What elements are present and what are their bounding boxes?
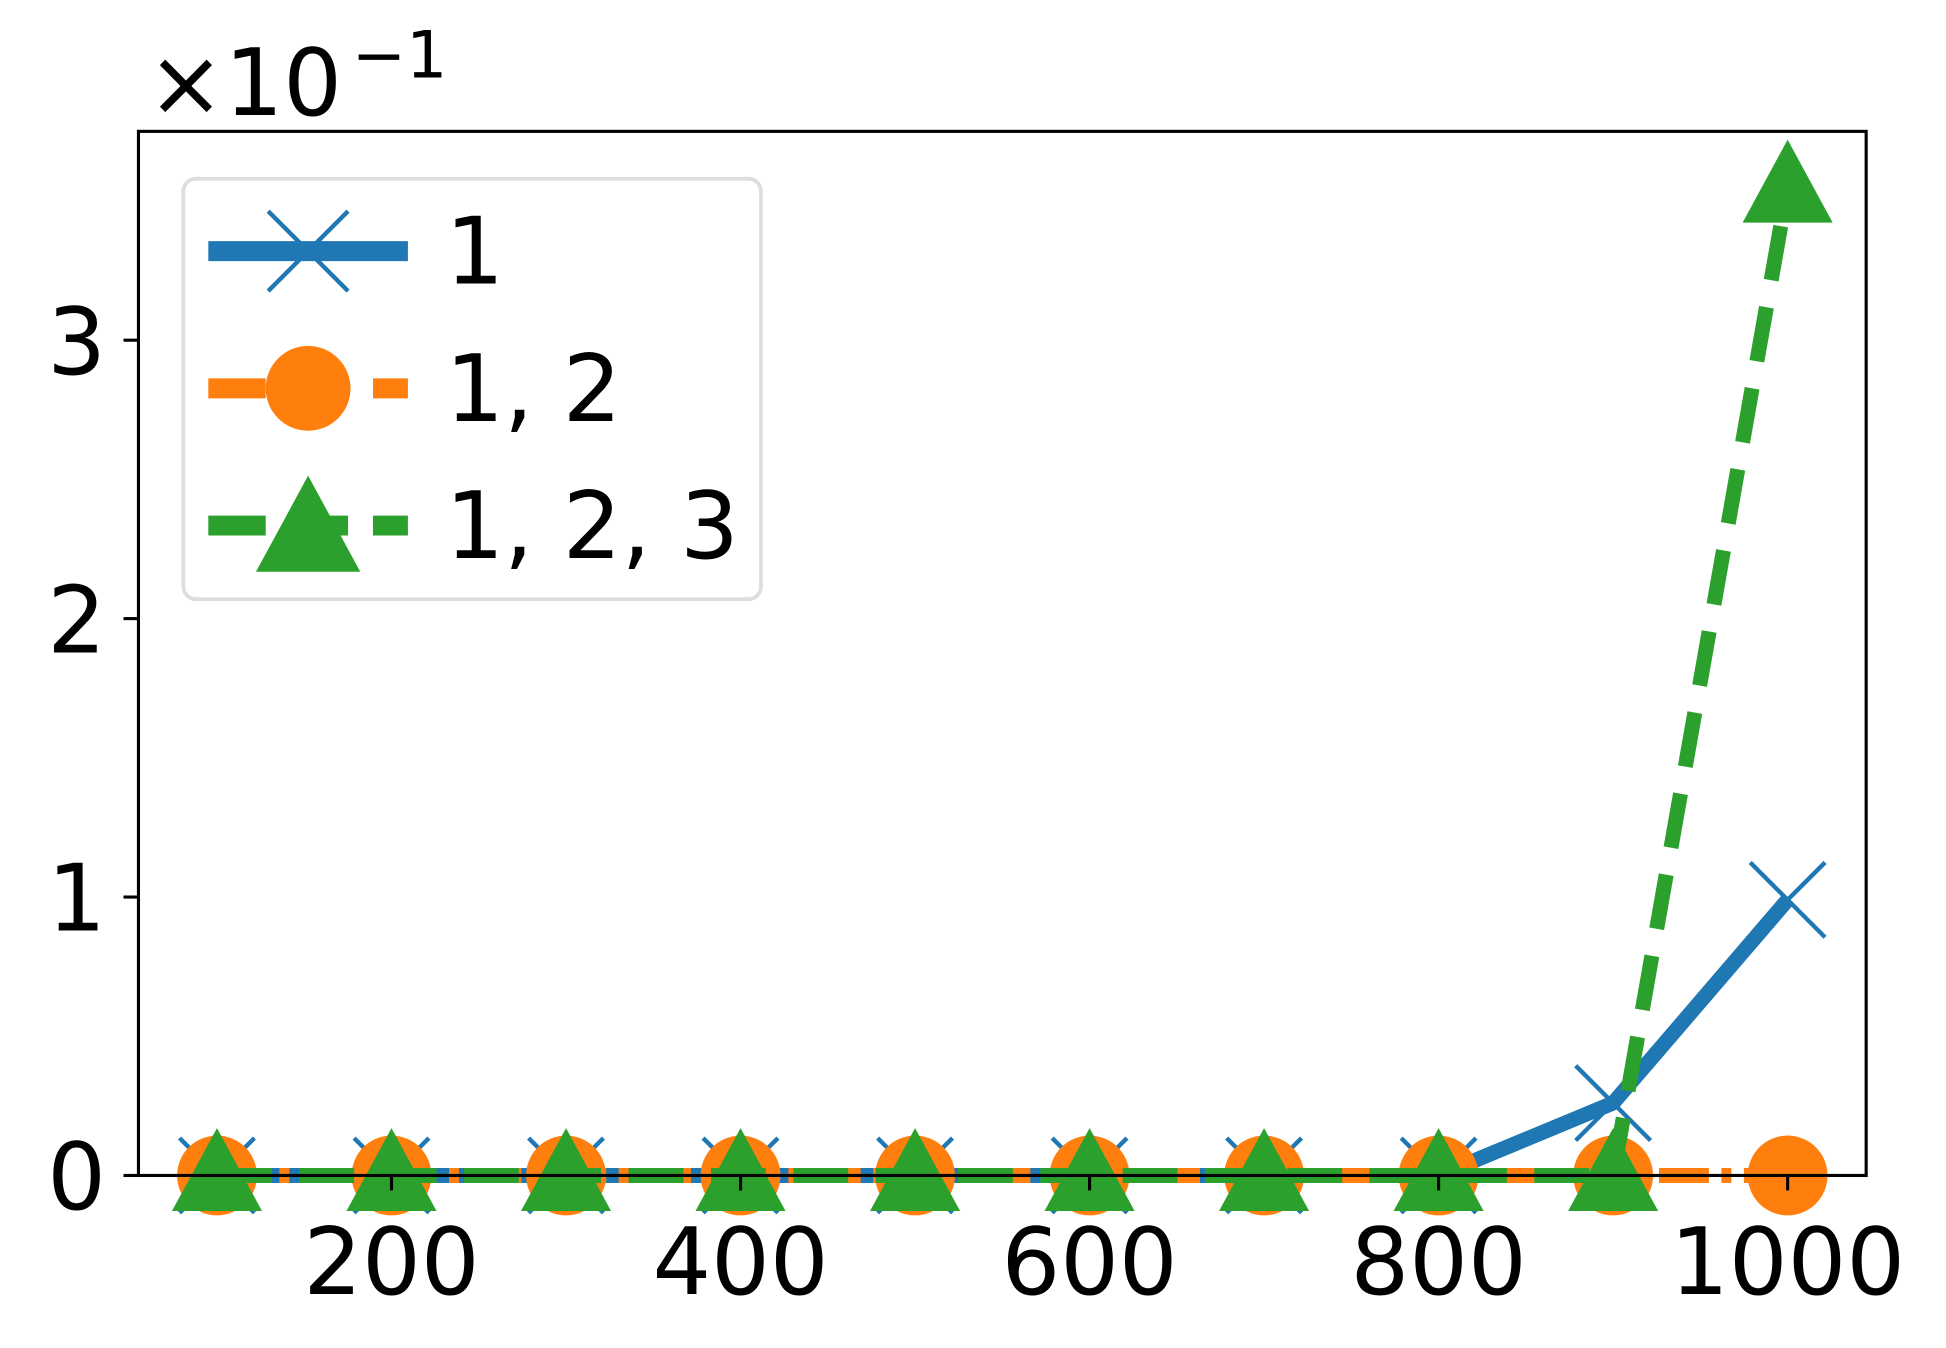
marker-triangle xyxy=(870,1128,961,1212)
axes-frame xyxy=(136,129,1868,1178)
series-line xyxy=(216,894,1794,1183)
marker-triangle xyxy=(1219,1128,1310,1212)
marker-triangle xyxy=(520,1128,612,1212)
y-tick-label: 1 xyxy=(47,845,106,953)
y-scale-base: ×10 xyxy=(147,29,342,137)
marker-triangle xyxy=(255,475,361,572)
marker-triangle xyxy=(1742,139,1833,223)
marker-triangle xyxy=(1393,1128,1484,1212)
marker-triangle xyxy=(346,1128,437,1212)
x-tick-label: 400 xyxy=(652,1208,828,1316)
legend-label: 1, 2, 3 xyxy=(445,472,739,580)
y-scale-exponent: −1 xyxy=(352,19,448,94)
x-tick-label: 800 xyxy=(1351,1208,1527,1316)
marker-triangle xyxy=(695,1128,786,1212)
marker-circle xyxy=(265,345,351,431)
x-tick-label: 200 xyxy=(303,1208,479,1316)
legend-box xyxy=(181,176,763,602)
x-tick-label: 600 xyxy=(1001,1208,1177,1316)
marker-triangle xyxy=(171,1128,263,1212)
legend-label: 1 xyxy=(445,198,504,306)
marker-x xyxy=(1574,1064,1653,1143)
legend: 1 1, 2 1, 2, 3 xyxy=(181,176,763,602)
y-tick-label: 0 xyxy=(47,1123,106,1231)
y-tick-label: 2 xyxy=(47,566,106,674)
marker-triangle xyxy=(1044,1128,1135,1212)
marker-x xyxy=(1748,860,1827,939)
marker-triangle xyxy=(1568,1128,1659,1212)
x-tick-label: 1000 xyxy=(1670,1208,1905,1316)
legend-label: 1, 2 xyxy=(445,335,621,443)
marker-x xyxy=(266,209,350,293)
y-tick-label: 3 xyxy=(47,288,106,396)
